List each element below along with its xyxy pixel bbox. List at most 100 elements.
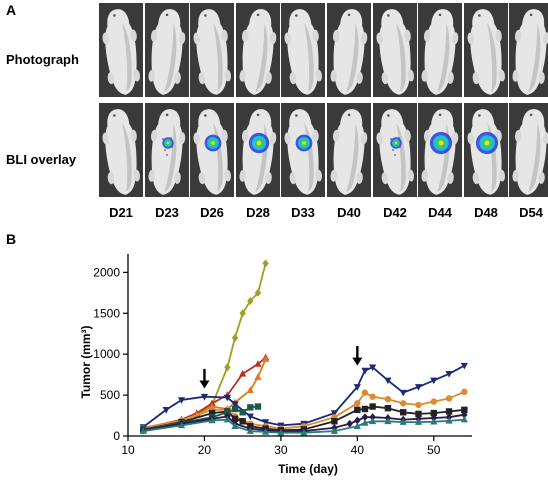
series-1-point [247, 297, 254, 305]
y-tick-label-1000: 1000 [93, 347, 120, 361]
photograph-D26 [190, 3, 234, 97]
series-4-point [399, 389, 407, 397]
series-2-point [239, 370, 247, 377]
series-8-point [369, 413, 376, 422]
series-9-point [139, 427, 147, 434]
series-7-point [254, 403, 262, 410]
series-4-point [246, 413, 254, 421]
series-6-point [354, 406, 361, 414]
series-4-point [223, 394, 231, 402]
bli-overlay-D40 [327, 103, 371, 197]
series-8-point [461, 410, 468, 419]
series-3-point [254, 373, 262, 380]
series-9-point [246, 427, 254, 434]
series-9-point [460, 415, 468, 423]
bli-overlay-D26 [190, 103, 234, 197]
series-6-point [400, 409, 407, 416]
series-6-point [208, 409, 216, 417]
series-6-point [430, 409, 437, 417]
bli-overlay-D28 [236, 103, 280, 197]
photograph-D40 [327, 3, 371, 97]
series-4-point [262, 419, 270, 426]
series-6-point [331, 418, 338, 425]
series-6-point [415, 410, 422, 418]
series-4-point [384, 377, 392, 385]
x-axis-label: Time (day) [278, 462, 338, 476]
series-5-point [384, 395, 392, 403]
series-4-point [369, 364, 377, 372]
bli-overlay-D21 [99, 103, 143, 197]
series-4-line [142, 364, 465, 428]
y-tick-label-1500: 1500 [93, 306, 120, 320]
series-5-point [400, 400, 407, 407]
series-9-point [208, 416, 216, 424]
series-9-point [277, 428, 285, 436]
series-6-point [369, 403, 376, 410]
series-1-point [262, 259, 269, 268]
day-label-D48: D48 [474, 205, 498, 220]
photograph-D42 [373, 3, 417, 97]
series-7-point [224, 409, 231, 416]
series-9-point [369, 417, 377, 425]
x-tick-label-50: 50 [427, 443, 441, 457]
series-9-point [384, 417, 392, 425]
photograph-D54 [509, 3, 548, 97]
series-7-point [247, 404, 254, 411]
photograph-D48 [464, 3, 508, 97]
bli-overlay-D54 [509, 103, 548, 197]
series-9-point [361, 419, 369, 426]
series-6-point [384, 404, 392, 412]
x-tick-label-30: 30 [274, 443, 288, 457]
series-5-point [369, 393, 376, 400]
series-3-point [246, 386, 254, 393]
x-tick-label-10: 10 [121, 443, 135, 457]
series-5-point [415, 401, 422, 409]
series-9-point [231, 422, 239, 429]
day-label-D40: D40 [337, 205, 361, 220]
series-4-point [430, 377, 438, 385]
series-4-point [177, 397, 186, 404]
series-6-point [461, 406, 468, 414]
series-5-point [430, 398, 437, 405]
series-1-point [224, 363, 231, 372]
series-9-point [330, 427, 338, 434]
day-label-D33: D33 [291, 205, 315, 220]
series-8-point [346, 419, 353, 428]
series-9-point [445, 417, 453, 424]
y-axis-label: Tumor (mm³) [79, 325, 93, 398]
series-9-point [399, 418, 407, 425]
series-9-point [223, 415, 231, 423]
arrow-head-day-20 [199, 380, 210, 389]
series-3-point [262, 355, 270, 362]
photograph-D21 [99, 3, 143, 97]
day-label-D54: D54 [519, 205, 543, 220]
bli-overlay-D44 [418, 103, 462, 197]
series-8-point [354, 416, 361, 425]
day-label-D28: D28 [246, 205, 270, 220]
day-label-D26: D26 [200, 205, 224, 220]
arrow-head-day-40 [352, 357, 363, 366]
series-6-point [361, 405, 369, 413]
series-4-point [330, 410, 338, 417]
series-4-point [231, 401, 239, 408]
x-tick-label-20: 20 [198, 443, 212, 457]
photograph-D28 [236, 3, 280, 97]
series-9-point [177, 421, 186, 429]
series-4-point [460, 362, 468, 370]
series-5-point [461, 388, 468, 396]
bli-overlay-D42 [373, 103, 417, 197]
photograph-D33 [281, 3, 325, 97]
bli-overlay-D23 [145, 103, 189, 197]
series-7-point [231, 405, 239, 413]
series-4-point [414, 384, 423, 391]
series-4-point [162, 407, 170, 414]
series-9-point [353, 422, 361, 429]
day-label-D23: D23 [155, 205, 179, 220]
series-9-point [262, 428, 270, 435]
x-tick-label-40: 40 [351, 443, 365, 457]
bli-overlay-D33 [281, 103, 325, 197]
series-5-point [361, 389, 369, 396]
series-6-point [239, 418, 246, 425]
y-tick-label-500: 500 [100, 388, 120, 402]
series-2-point [254, 360, 262, 367]
